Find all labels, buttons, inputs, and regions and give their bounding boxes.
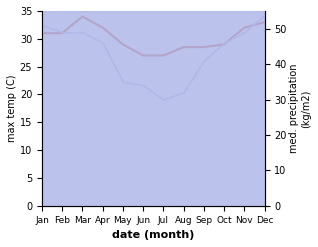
Y-axis label: med. precipitation
(kg/m2): med. precipitation (kg/m2)	[289, 64, 311, 153]
Y-axis label: max temp (C): max temp (C)	[7, 75, 17, 142]
X-axis label: date (month): date (month)	[112, 230, 194, 240]
